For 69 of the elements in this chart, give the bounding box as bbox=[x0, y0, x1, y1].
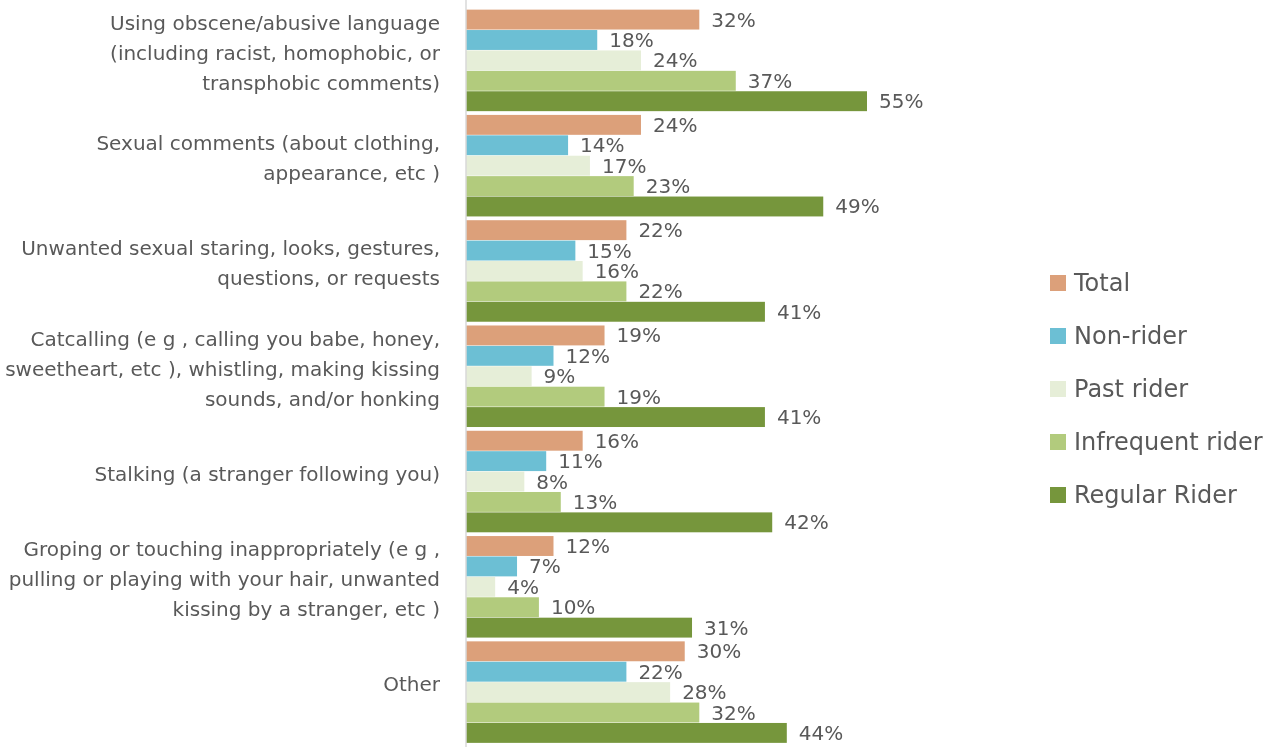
bar bbox=[466, 641, 685, 662]
y-tick-label: Catcalling (e g , calling you babe, honey, sweetheart, etc ), whistling, making kissing sounds, and/or honking bbox=[5, 326, 440, 411]
data-label: 49% bbox=[835, 194, 880, 219]
legend-label: Past rider bbox=[1074, 375, 1189, 404]
bar bbox=[466, 471, 525, 492]
data-label: 55% bbox=[879, 89, 924, 114]
bar bbox=[466, 512, 773, 533]
bar bbox=[466, 9, 700, 30]
data-label: 22% bbox=[638, 218, 683, 243]
legend-label: Total bbox=[1073, 269, 1131, 298]
data-label: 24% bbox=[652, 48, 698, 73]
bar bbox=[466, 407, 765, 428]
bar bbox=[466, 50, 641, 71]
bar bbox=[466, 281, 627, 302]
bar bbox=[466, 345, 554, 366]
data-label: 30% bbox=[696, 639, 742, 664]
bar bbox=[466, 682, 671, 703]
bar bbox=[466, 196, 824, 217]
bar bbox=[466, 325, 605, 346]
data-label: 42% bbox=[784, 510, 829, 535]
bar bbox=[466, 30, 598, 50]
bar bbox=[466, 386, 605, 407]
y-tick-label: Sexual comments (about clothing, appearance, etc ) bbox=[96, 130, 440, 185]
legend-label: Non-rider bbox=[1074, 322, 1188, 351]
bar bbox=[466, 301, 765, 322]
data-label: 19% bbox=[616, 323, 661, 348]
bar bbox=[466, 722, 787, 743]
legend-label: Infrequent rider bbox=[1074, 428, 1263, 457]
data-label: 32% bbox=[711, 7, 756, 32]
bar bbox=[466, 556, 518, 577]
bar bbox=[466, 491, 561, 512]
y-tick-label: Groping or touching inappropriately (e g , pulling or playing with your hair, unwanted kissing by a stranger, etc ) bbox=[8, 537, 440, 622]
bar bbox=[466, 702, 700, 723]
data-label: 23% bbox=[645, 174, 691, 199]
y-tick-label: Stalking (a stranger following you) bbox=[94, 461, 440, 486]
bar bbox=[466, 176, 634, 197]
data-label: 19% bbox=[616, 384, 661, 409]
bar bbox=[466, 135, 569, 156]
bar bbox=[466, 617, 693, 638]
data-label: 10% bbox=[550, 595, 596, 620]
bar bbox=[466, 597, 539, 618]
bar bbox=[466, 114, 641, 135]
y-tick-label: Using obscene/abusive language (including racist, homophobic, or transphobic comments) bbox=[110, 10, 441, 95]
y-tick-label: Unwanted sexual staring, looks, gestures, questions, or requests bbox=[21, 236, 440, 291]
data-label: 13% bbox=[572, 489, 618, 514]
data-label: 22% bbox=[638, 659, 683, 684]
bar bbox=[466, 366, 532, 387]
data-label: 41% bbox=[776, 299, 822, 324]
bar bbox=[466, 536, 554, 556]
bar bbox=[466, 91, 867, 112]
data-label: 24% bbox=[652, 112, 698, 137]
legend-label: Regular Rider bbox=[1074, 481, 1238, 510]
bar bbox=[466, 261, 583, 281]
bar bbox=[466, 240, 576, 261]
bar bbox=[466, 451, 547, 472]
bar bbox=[466, 155, 590, 176]
data-label: 44% bbox=[798, 720, 844, 745]
y-tick-label: Other bbox=[383, 672, 441, 697]
bar bbox=[466, 220, 627, 241]
bar bbox=[466, 430, 583, 451]
data-label: 18% bbox=[609, 27, 654, 52]
bar bbox=[466, 576, 496, 597]
data-label: 12% bbox=[565, 534, 610, 559]
data-label: 31% bbox=[704, 615, 749, 640]
bar bbox=[466, 661, 627, 682]
data-label: 22% bbox=[638, 279, 683, 304]
data-label: 37% bbox=[747, 68, 793, 93]
bar bbox=[466, 70, 736, 91]
data-label: 41% bbox=[776, 405, 822, 430]
